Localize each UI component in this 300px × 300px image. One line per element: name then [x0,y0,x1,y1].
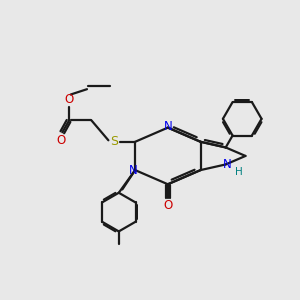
Text: O: O [64,93,74,106]
Text: S: S [110,135,118,148]
Text: N: N [164,120,172,133]
Text: O: O [163,199,172,212]
Text: N: N [128,164,137,177]
Text: O: O [56,134,65,147]
Text: H: H [235,167,243,177]
Text: N: N [223,158,232,171]
